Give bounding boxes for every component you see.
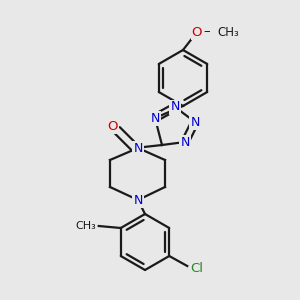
Text: N: N <box>190 116 200 128</box>
Text: O: O <box>108 119 118 133</box>
Text: CH₃: CH₃ <box>75 221 96 231</box>
Text: N: N <box>150 112 160 124</box>
Text: N: N <box>133 194 143 206</box>
Text: N: N <box>170 100 180 113</box>
Text: N: N <box>180 136 190 148</box>
Text: –: – <box>204 26 210 38</box>
Text: O: O <box>192 26 202 38</box>
Text: CH₃: CH₃ <box>217 26 239 38</box>
Text: N: N <box>133 142 143 154</box>
Text: Cl: Cl <box>191 262 204 275</box>
